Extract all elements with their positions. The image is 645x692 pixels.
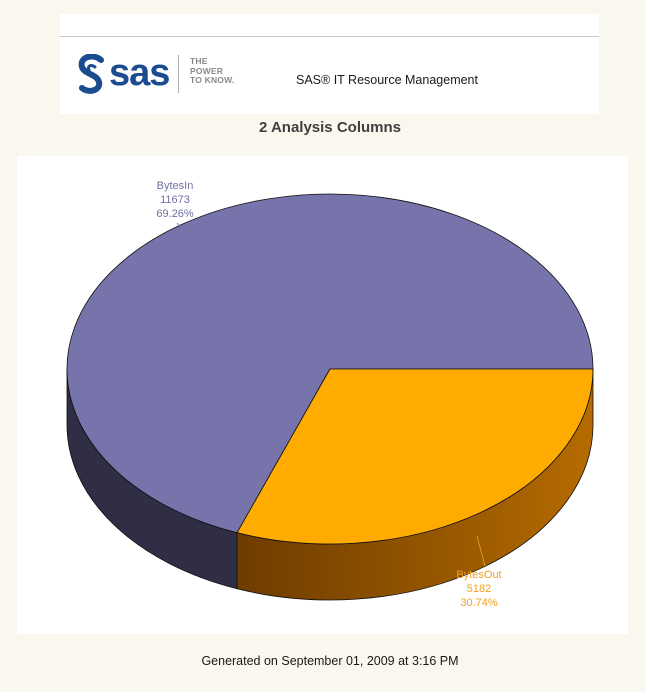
slice-label-value: 11673 — [160, 194, 190, 206]
banner-divider — [60, 36, 599, 37]
slice-label-percent: 30.74% — [460, 597, 498, 609]
tagline-line: THE — [190, 56, 208, 66]
sas-logo: sas THE POWER TO KNOW. — [75, 52, 265, 98]
sas-swirl-icon — [78, 54, 104, 94]
leader-line-bytesout — [476, 535, 486, 567]
pie-chart — [66, 193, 594, 601]
slice-label-percent: 69.26% — [156, 208, 194, 220]
generated-timestamp: Generated on September 01, 2009 at 3:16 … — [201, 654, 459, 668]
pie-slice-bytesin — [66, 193, 594, 534]
slice-label-bytesin: BytesIn 11673 69.26% — [135, 179, 215, 221]
tagline-line: POWER — [190, 65, 224, 76]
pie-slice-bytesout — [236, 368, 594, 545]
chart-plot-area: BytesIn 11673 69.26% BytesOut 5182 30.74… — [17, 156, 628, 634]
slice-label-bytesout: BytesOut 5182 30.74% — [439, 568, 519, 610]
product-name: SAS® IT Resource Management — [296, 73, 478, 87]
logo-divider — [178, 55, 179, 93]
logo-wordmark: sas — [109, 52, 170, 94]
logo-tagline: THE POWER TO KNOW. — [190, 56, 270, 86]
leader-line-bytesin — [176, 222, 218, 265]
chart-title: 2 Analysis Columns — [259, 119, 401, 136]
header-banner: sas THE POWER TO KNOW. SAS® IT Resource … — [60, 14, 599, 114]
slice-label-value: 5182 — [466, 583, 492, 595]
tagline-line: TO KNOW. — [190, 75, 235, 85]
slice-label-name: BytesOut — [456, 569, 502, 581]
slice-label-name: BytesIn — [156, 180, 194, 192]
